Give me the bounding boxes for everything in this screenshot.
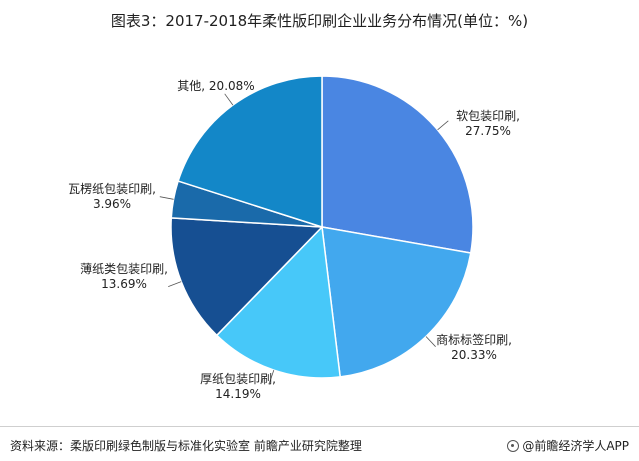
leader-line bbox=[268, 369, 275, 384]
slice-2 bbox=[321, 226, 472, 378]
slice-1 bbox=[321, 75, 474, 254]
footer: 资料来源：柔版印刷绿色制版与标准化实验室 前瞻产业研究院整理 @前瞻经济学人AP… bbox=[0, 426, 639, 461]
leader-line bbox=[159, 196, 174, 200]
source-note: 资料来源：柔版印刷绿色制版与标准化实验室 前瞻产业研究院整理 bbox=[10, 439, 362, 453]
slice-6 bbox=[177, 75, 323, 229]
leader-line bbox=[425, 336, 436, 347]
slice-label: 商标标签印刷, 20.33% bbox=[436, 332, 512, 362]
slice-label: 软包装印刷, 27.75% bbox=[456, 109, 520, 138]
slice-label: 其他, 20.08% bbox=[177, 79, 254, 93]
brand-credit: @前瞻经济学人APP bbox=[507, 437, 629, 454]
slice-label: 薄纸类包装印刷, 13.69% bbox=[80, 261, 168, 291]
slice-4 bbox=[170, 217, 324, 337]
leader-line bbox=[224, 93, 234, 106]
leader-line bbox=[437, 120, 449, 131]
leader-line bbox=[168, 281, 182, 287]
brand-text: @前瞻经济学人APP bbox=[522, 439, 629, 453]
chart-title: 图表3：2017-2018年柔性版印刷企业业务分布情况(单位：%) bbox=[110, 12, 529, 30]
brand-logo-icon bbox=[507, 439, 520, 452]
pie-chart: 软包装印刷, 27.75% 商标标签印刷, 20.33% 厚纸包装印刷, 14.19% 薄纸… bbox=[68, 75, 520, 401]
slice-label: 厚纸包装印刷, 14.19% bbox=[200, 372, 276, 401]
slice-label: 瓦楞纸包装印刷, 3.96% bbox=[68, 181, 156, 211]
slice-3 bbox=[215, 225, 342, 379]
